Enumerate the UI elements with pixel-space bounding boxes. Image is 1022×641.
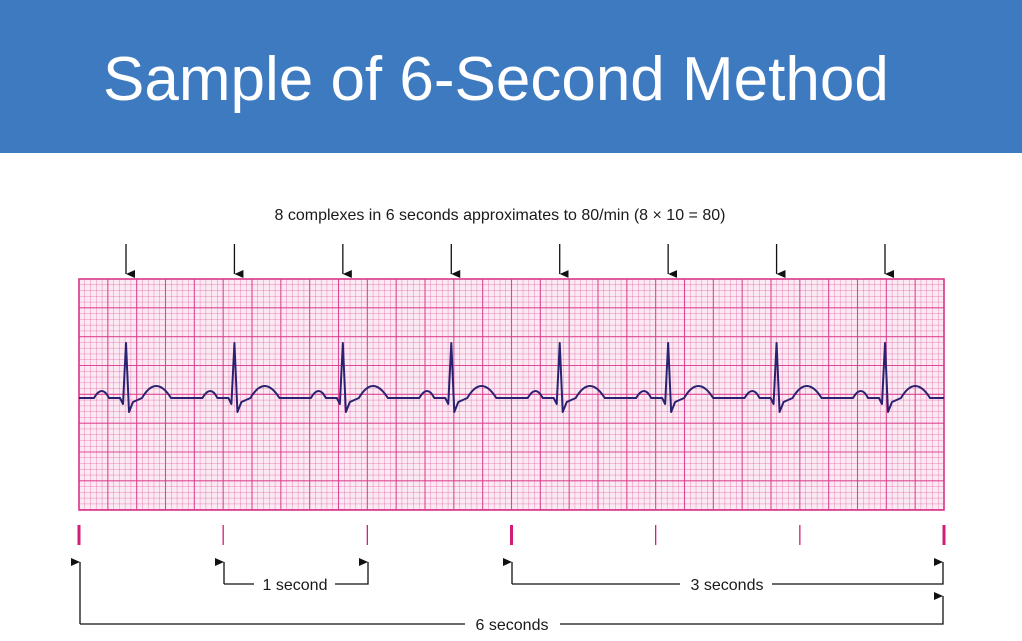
six-seconds-bracket: 6 seconds — [71, 558, 944, 634]
second-markers — [77, 525, 946, 545]
one-second-label: 1 second — [263, 577, 328, 594]
diagram-caption: 8 complexes in 6 seconds approximates to… — [275, 207, 726, 224]
ecg-grid-paper — [78, 278, 945, 511]
three-seconds-bracket: 3 seconds — [503, 558, 944, 594]
title-banner: Sample of 6-Second Method — [0, 0, 1022, 153]
slide-title: Sample of 6-Second Method — [103, 45, 889, 114]
three-seconds-label: 3 seconds — [691, 577, 764, 594]
one-second-bracket: 1 second — [215, 558, 369, 594]
ecg-trace — [79, 342, 944, 413]
six-seconds-label: 6 seconds — [476, 617, 549, 634]
ecg-paper-border — [78, 278, 945, 511]
complex-arrows — [125, 244, 894, 278]
